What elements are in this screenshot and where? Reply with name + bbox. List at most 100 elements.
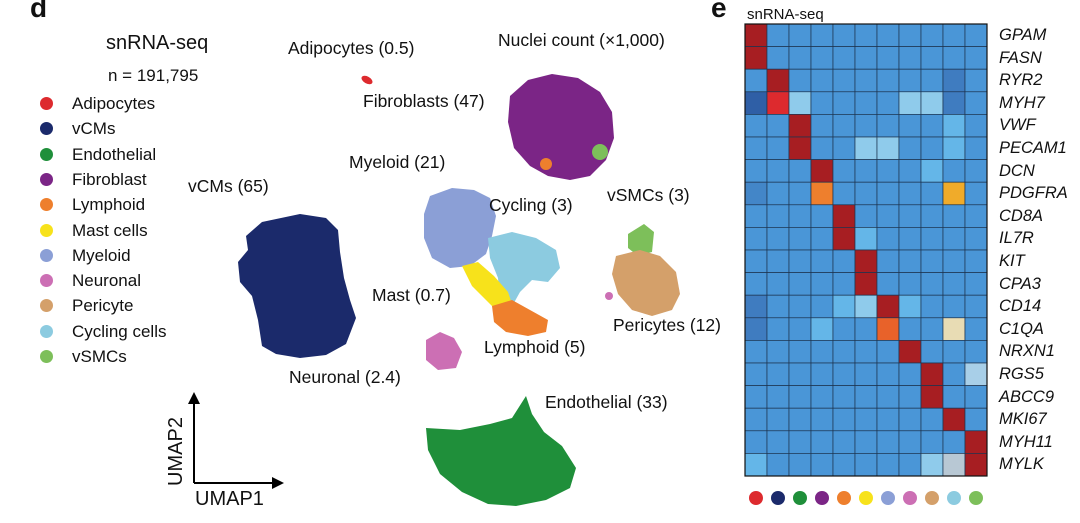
- heatmap-cell: [942, 204, 966, 228]
- heatmap-gene-label: CD8A: [999, 206, 1044, 225]
- heatmap-cell: [876, 453, 900, 477]
- heatmap-cell: [810, 294, 834, 319]
- legend-dot: [40, 97, 53, 110]
- heatmap-cell: [766, 23, 790, 47]
- cluster-fibroblast-lymphoid-spot: [540, 158, 552, 170]
- heatmap-cell: [832, 136, 856, 160]
- heatmap-cell: [854, 430, 878, 454]
- heatmap-cell: [810, 68, 834, 93]
- cluster-label-vcms: vCMs (65): [188, 176, 269, 196]
- cluster-label-adipocytes: Adipocytes (0.5): [288, 38, 415, 58]
- heatmap-cell: [810, 385, 834, 409]
- cluster-neuronal: [426, 332, 462, 370]
- heatmap-cell: [898, 294, 922, 319]
- heatmap-cell: [942, 136, 966, 160]
- heatmap-gene-label: KIT: [999, 252, 1025, 270]
- heatmap-cell: [898, 204, 922, 228]
- heatmap-cell: [854, 91, 878, 115]
- heatmap-cell: [832, 249, 856, 273]
- heatmap-gene-label: MYH7: [999, 93, 1045, 112]
- heatmap-cell: [854, 362, 878, 386]
- legend-label: Adipocytes: [72, 94, 156, 113]
- heatmap-cell: [766, 272, 790, 296]
- heatmap-cell: [810, 227, 834, 251]
- heatmap-cell: [810, 114, 834, 138]
- heatmap-cell: [788, 317, 812, 341]
- umap-x-axis-label: UMAP1: [195, 488, 264, 510]
- legend-dot: [40, 350, 53, 363]
- heatmap-cell: [854, 453, 878, 477]
- cluster-fibroblasts: [508, 74, 614, 180]
- heatmap-cell: [920, 407, 944, 432]
- heatmap-cell: [920, 249, 944, 273]
- heatmap-cell: [766, 114, 790, 138]
- heatmap-column-dot: [881, 491, 895, 505]
- umap-n-label: n = 191,795: [108, 66, 198, 86]
- heatmap-cell: [920, 23, 944, 47]
- heatmap-cell: [766, 249, 790, 273]
- heatmap-cell: [964, 407, 988, 432]
- heatmap-cell: [744, 91, 768, 115]
- heatmap-cell: [898, 430, 922, 454]
- heatmap-cell: [854, 294, 878, 319]
- heatmap-cell: [788, 91, 812, 115]
- heatmap-column-dot: [837, 491, 851, 505]
- heatmap-cell: [744, 362, 768, 386]
- legend-dot: [40, 299, 53, 313]
- cluster-vcms: [238, 214, 356, 358]
- heatmap-cell: [898, 453, 922, 477]
- heatmap-cell: [920, 181, 944, 206]
- legend-label: Myeloid: [72, 245, 131, 265]
- heatmap-column-dot: [947, 491, 961, 505]
- heatmap-cell: [832, 46, 856, 70]
- heatmap-cell: [788, 181, 812, 206]
- heatmap-cell: [788, 136, 812, 160]
- umap1-arrowhead: [272, 477, 284, 489]
- panel-letter-e: e: [711, 0, 727, 23]
- heatmap-cell: [832, 430, 856, 454]
- heatmap-cell: [964, 181, 988, 206]
- legend-label: vSMCs: [72, 347, 127, 366]
- legend-item: vCMs: [40, 118, 115, 140]
- heatmap-cell: [898, 407, 922, 432]
- legend-item: Endothelial: [40, 144, 156, 166]
- umap2-arrowhead: [188, 392, 200, 404]
- cluster-mast: [462, 262, 514, 316]
- heatmap-cell: [964, 294, 988, 319]
- legend-dot: [40, 172, 53, 186]
- heatmap-cell: [854, 385, 878, 409]
- cluster-label-neuronal: Neuronal (2.4): [289, 367, 401, 387]
- heatmap-cell: [744, 407, 768, 432]
- heatmap-cell: [920, 136, 944, 160]
- heatmap-cell: [942, 362, 966, 386]
- umap-n-text: n = 191,795: [108, 66, 199, 85]
- heatmap-cell: [766, 317, 790, 341]
- heatmap-cell: [942, 294, 966, 319]
- heatmap-cell: [788, 340, 812, 364]
- heatmap-gene-label: DCN: [999, 161, 1035, 180]
- heatmap-cell: [854, 204, 878, 228]
- heatmap-cell: [942, 46, 966, 70]
- heatmap-cell: [942, 159, 966, 183]
- heatmap-cell: [942, 227, 966, 251]
- heatmap-cell: [898, 249, 922, 273]
- legend-dot: [40, 122, 53, 136]
- legend-dot: [40, 147, 53, 161]
- legend-item: Cycling cells: [40, 321, 166, 343]
- heatmap-cell: [964, 23, 988, 47]
- heatmap-cell: [854, 272, 878, 296]
- cluster-adipocytes: [361, 75, 373, 85]
- legend-label: Mast cells: [72, 220, 148, 240]
- heatmap-column-dot: [793, 491, 807, 505]
- heatmap-gene-label: IL7R: [999, 229, 1034, 248]
- heatmap-cell: [854, 46, 878, 70]
- heatmap-cell: [744, 272, 768, 296]
- heatmap-cell: [964, 91, 988, 115]
- heatmap-cell: [832, 91, 856, 115]
- heatmap-cell: [876, 227, 900, 251]
- heatmap-cell: [942, 385, 966, 409]
- heatmap-cell: [744, 136, 768, 160]
- heatmap-cell: [810, 159, 834, 183]
- heatmap-cell: [744, 68, 768, 93]
- heatmap-cell: [788, 204, 812, 228]
